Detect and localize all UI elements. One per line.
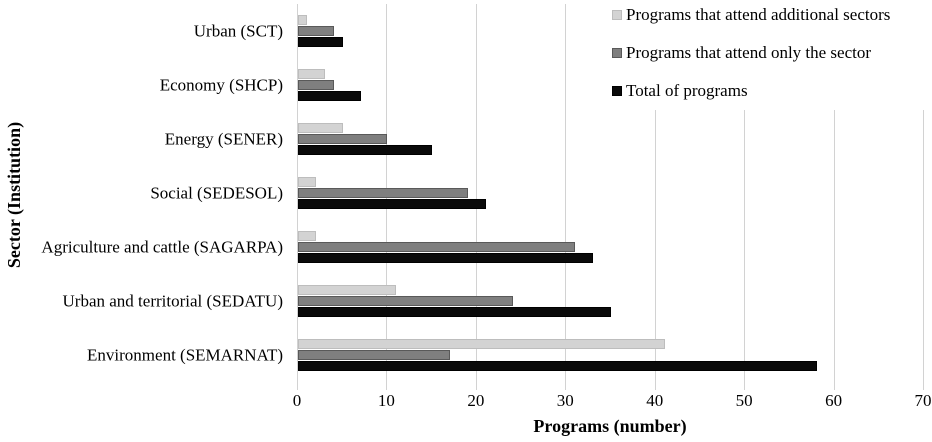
category-label-agriculture-and-cattle-sagarpa: Agriculture and cattle (SAGARPA) [41, 237, 283, 257]
plot-area [297, 4, 924, 390]
bar-urban-and-territorial-sedatu-only-the-sector [298, 296, 513, 306]
legend-swatch-only-the-sector-icon [612, 47, 622, 58]
bar-social-sedesol-total [298, 199, 486, 209]
bar-energy-sener-total [298, 145, 433, 155]
bar-environment-semarnat-additional-sectors [298, 339, 665, 349]
bar-urban-sct-total [298, 37, 343, 47]
bar-environment-semarnat-total [298, 361, 817, 371]
x-tick-label-0: 0 [292, 391, 302, 410]
legend-label-additional-sectors: Programs that attend additional sectors [626, 5, 891, 24]
legend-swatch-additional-sectors-icon [612, 9, 622, 20]
legend-swatch-total-of-programs-icon [612, 85, 622, 96]
category-label-urban-and-territorial-sedatu: Urban and territorial (SEDATU) [62, 291, 283, 311]
category-label-urban-sct: Urban (SCT) [193, 21, 283, 41]
x-tick-label-50: 50 [735, 391, 753, 410]
x-tick-label-30: 30 [556, 391, 574, 410]
y-axis-category-labels: Urban (SCT) Economy (SHCP) Energy (SENER) S… [0, 4, 290, 382]
gridline-0 [297, 4, 298, 390]
category-label-economy-shcp: Economy (SHCP) [159, 75, 283, 95]
legend-item-only-the-sector: Programs that attend only the sector [612, 44, 932, 61]
x-axis-title: Programs (number) [533, 416, 687, 436]
bar-energy-sener-additional-sectors [298, 123, 343, 133]
bar-urban-sct-only-the-sector [298, 26, 334, 36]
bar-urban-sct-additional-sectors [298, 15, 307, 25]
x-tick-label-20: 20 [467, 391, 485, 410]
bar-agriculture-and-cattle-sagarpa-only-the-sector [298, 242, 576, 252]
category-label-social-sedesol: Social (SEDESOL) [150, 183, 283, 203]
x-tick-label-40: 40 [646, 391, 664, 410]
bar-social-sedesol-additional-sectors [298, 177, 316, 187]
gridline-50 [744, 4, 746, 390]
bar-agriculture-and-cattle-sagarpa-additional-sectors [298, 231, 316, 241]
bar-urban-and-territorial-sedatu-additional-sectors [298, 285, 397, 295]
legend-item-additional-sectors: Programs that attend additional sectors [612, 6, 932, 23]
x-tick-label-70: 70 [914, 391, 932, 410]
gridline-70 [923, 4, 924, 390]
legend-label-total-of-programs: Total of programs [626, 81, 748, 100]
gridline-30 [565, 4, 567, 390]
legend-item-total-of-programs: Total of programs [612, 82, 932, 99]
bar-agriculture-and-cattle-sagarpa-total [298, 253, 594, 263]
x-tick-label-60: 60 [825, 391, 843, 410]
bar-economy-shcp-only-the-sector [298, 80, 334, 90]
bar-social-sedesol-only-the-sector [298, 188, 468, 198]
legend: Programs that attend additional sectors … [603, 0, 932, 110]
bar-environment-semarnat-only-the-sector [298, 350, 451, 360]
bar-urban-and-territorial-sedatu-total [298, 307, 611, 317]
category-label-energy-sener: Energy (SENER) [164, 129, 283, 149]
gridline-40 [654, 4, 656, 390]
gridline-20 [475, 4, 477, 390]
bar-energy-sener-only-the-sector [298, 134, 388, 144]
bar-economy-shcp-total [298, 91, 361, 101]
gridline-60 [833, 4, 835, 390]
x-axis-tick-labels: 0 10 20 30 40 50 60 70 [293, 391, 932, 412]
category-label-environment-semarnat: Environment (SEMARNAT) [87, 345, 283, 365]
x-tick-label-10: 10 [377, 391, 395, 410]
legend-label-only-the-sector: Programs that attend only the sector [626, 43, 872, 62]
bar-economy-shcp-additional-sectors [298, 69, 325, 79]
